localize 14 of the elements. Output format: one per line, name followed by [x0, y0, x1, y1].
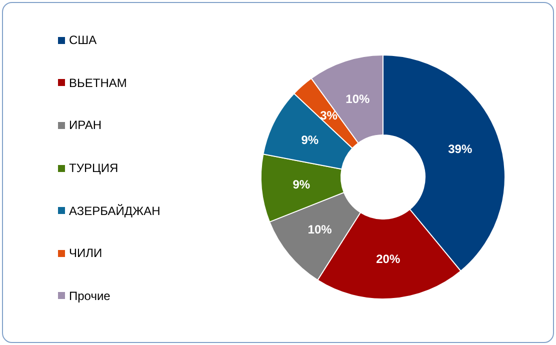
data-label: 10%	[346, 92, 370, 106]
legend-label: ИРАН	[69, 118, 102, 132]
legend-label: Прочие	[69, 288, 110, 303]
data-label: 3%	[320, 108, 338, 122]
data-label: 9%	[292, 178, 310, 192]
data-label: 20%	[376, 252, 400, 266]
legend-label: ТУРЦИЯ	[69, 161, 118, 176]
data-label: 9%	[301, 132, 319, 147]
legend-label: США	[69, 33, 97, 48]
legend-label: ЧИЛИ	[69, 246, 102, 260]
legend-label: АЗЕРБАЙДЖАН	[69, 204, 160, 218]
data-label: 39%	[448, 142, 472, 156]
legend-label: ВЬЕТНАМ	[69, 76, 127, 90]
data-label: 10%	[308, 222, 332, 236]
